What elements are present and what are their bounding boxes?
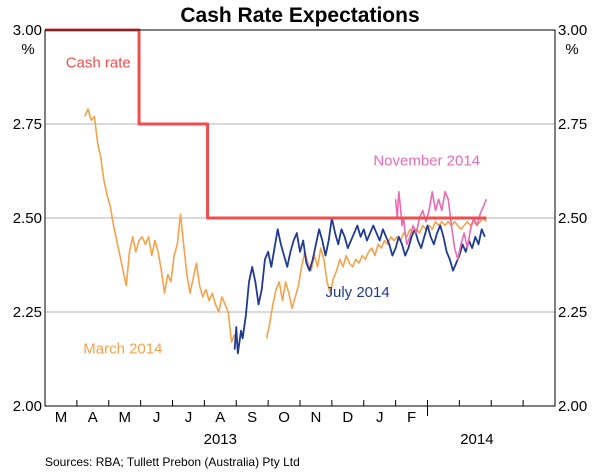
annotation-cash-rate: Cash rate [66, 55, 131, 72]
x-tick-label: J [185, 409, 193, 426]
x-tick-label: M [55, 409, 68, 426]
y-axis-unit-right: % [565, 41, 578, 58]
y-tick-label-left: 2.00 [13, 398, 42, 415]
annotation-march-2014: March 2014 [83, 340, 162, 357]
x-tick-label: S [247, 409, 257, 426]
annotation-july-2014: July 2014 [326, 284, 390, 301]
y-axis-unit-left: % [21, 41, 34, 58]
y-tick-label-right: 2.75 [558, 116, 587, 133]
y-tick-label-left: 2.25 [13, 304, 42, 321]
x-tick-label: N [311, 409, 322, 426]
x-tick-label: M [118, 409, 131, 426]
x-tick-label: O [278, 409, 290, 426]
x-tick-label: A [88, 409, 98, 426]
chart-title: Cash Rate Expectations [180, 4, 419, 27]
x-tick-label: F [407, 409, 416, 426]
series-line-march-2014 [265, 217, 488, 339]
y-tick-label-right: 2.50 [558, 210, 587, 227]
y-tick-label-right: 2.00 [558, 398, 587, 415]
source-note: Sources: RBA; Tullett Prebon (Australia)… [45, 455, 300, 469]
x-tick-label: A [215, 409, 225, 426]
x-axis-ticks: M A M J J A S O N D J F 2013 2014 [55, 400, 524, 448]
gridlines [45, 29, 555, 313]
y-tick-label-left: 3.00 [13, 22, 42, 39]
annotation-november-2014: November 2014 [373, 152, 480, 169]
x-tick-label: D [342, 409, 353, 426]
y-tick-label-left: 2.75 [13, 116, 42, 133]
series-lines [45, 28, 488, 355]
series-line-march-2014 [84, 108, 236, 343]
y-tick-label-right: 3.00 [558, 22, 587, 39]
x-year-label: 2014 [460, 431, 493, 448]
series-line-november-2014 [394, 190, 488, 261]
series-line-july-2014 [233, 217, 486, 355]
y-tick-label-right: 2.25 [558, 304, 587, 321]
x-year-label: 2013 [204, 431, 237, 448]
y-tick-label-left: 2.50 [13, 210, 42, 227]
x-tick-label: J [376, 409, 384, 426]
y-axis-ticks: 2.00 2.00 2.25 2.25 2.50 2.50 2.75 2.75 3.00 3.00 [13, 22, 587, 415]
x-tick-label: J [153, 409, 161, 426]
series-annotations: Cash rate March 2014 July 2014 November 201… [66, 55, 480, 358]
